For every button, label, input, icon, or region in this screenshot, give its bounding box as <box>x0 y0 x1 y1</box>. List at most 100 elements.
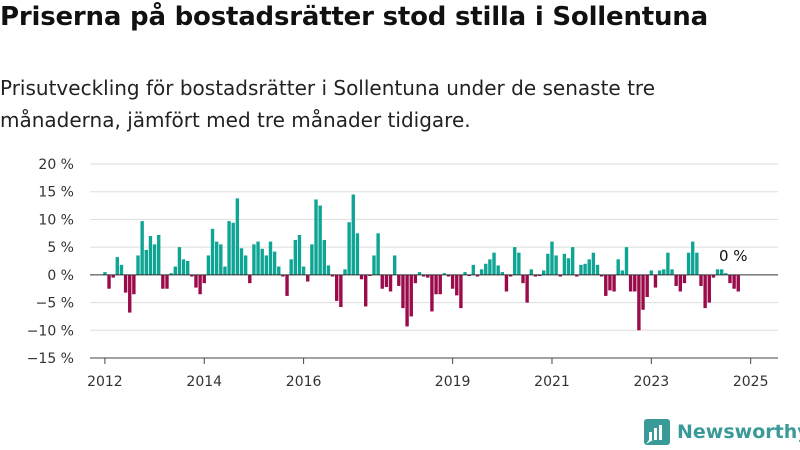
bar <box>521 274 525 284</box>
bar <box>181 259 186 275</box>
bar <box>264 255 269 275</box>
bar <box>202 274 206 284</box>
bar <box>384 274 389 288</box>
x-tick-label: 2014 <box>186 374 222 390</box>
bar <box>450 274 455 289</box>
x-tick-label: 2023 <box>634 374 670 390</box>
bar <box>239 248 244 275</box>
bar <box>152 244 157 275</box>
bar <box>537 274 542 276</box>
bar <box>119 264 124 275</box>
bar <box>417 272 422 275</box>
axis-layer: 20 % 15 % 10 % 5 % 0 % −5 % −10 % −15 % 2012 2014… <box>27 157 778 390</box>
bar <box>248 274 252 284</box>
bar <box>471 264 476 275</box>
brand-name: Newsworthy <box>677 421 800 443</box>
bar <box>214 241 219 275</box>
bar <box>173 266 177 275</box>
bar <box>210 228 215 275</box>
bar <box>140 221 144 275</box>
bar <box>513 247 517 275</box>
bar <box>235 198 240 275</box>
bar <box>715 269 720 275</box>
bar <box>169 273 173 275</box>
bar <box>653 274 658 288</box>
y-tick-label: 10 % <box>38 212 74 228</box>
y-tick-label: 0 % <box>47 268 74 284</box>
bar <box>670 269 674 275</box>
bar-chart-logo-icon <box>644 419 670 445</box>
bar <box>335 274 339 301</box>
bar <box>657 270 662 275</box>
y-tick-label: 15 % <box>38 185 74 201</box>
bar <box>707 274 711 303</box>
bar <box>297 234 302 275</box>
bar <box>219 244 223 275</box>
bar <box>533 274 538 277</box>
bar <box>732 274 736 289</box>
bar <box>128 274 132 313</box>
bar <box>434 274 438 295</box>
bar <box>504 274 509 292</box>
bar <box>413 274 418 284</box>
bar <box>223 266 227 275</box>
bar <box>666 252 670 275</box>
bar <box>699 274 703 286</box>
bar <box>484 263 488 275</box>
bar <box>285 274 289 296</box>
bar <box>115 257 120 275</box>
bar <box>198 274 202 295</box>
bar <box>355 233 360 275</box>
bar <box>301 266 306 275</box>
bar <box>326 265 331 275</box>
bar <box>372 255 376 275</box>
bar <box>177 247 182 275</box>
bar <box>674 274 678 286</box>
bar <box>554 255 558 275</box>
bar <box>583 263 587 275</box>
page-title: Priserna på bostadsrätter stod stilla i … <box>0 2 708 32</box>
bar <box>736 274 740 292</box>
bar <box>608 274 612 291</box>
bar <box>421 274 426 277</box>
bar <box>401 274 405 309</box>
bar <box>496 265 500 275</box>
bar <box>132 274 136 295</box>
bar <box>682 274 687 284</box>
bar <box>686 252 691 275</box>
bar <box>695 252 699 275</box>
bar <box>293 239 298 275</box>
bar <box>409 274 413 317</box>
page-subtitle: Prisutveckling för bostadsrätter i Solle… <box>0 76 655 132</box>
bar <box>243 255 248 275</box>
bar <box>397 274 401 286</box>
x-tick-label: 2019 <box>435 374 471 390</box>
bar <box>368 274 372 276</box>
bar <box>558 274 562 277</box>
bar <box>711 274 716 278</box>
bar <box>190 274 194 277</box>
annotation-label: 0 % <box>719 247 748 265</box>
bar <box>641 274 645 310</box>
bar <box>144 249 148 275</box>
bar <box>227 221 231 275</box>
y-tick-label: −15 % <box>27 351 74 367</box>
bar <box>637 274 641 331</box>
bar <box>459 274 463 309</box>
bar <box>620 270 625 275</box>
bar <box>157 234 161 275</box>
bar <box>525 274 529 303</box>
bar <box>575 274 579 277</box>
bar <box>426 274 430 278</box>
bar <box>322 239 326 275</box>
bar <box>388 274 393 292</box>
bar <box>314 199 318 275</box>
bar <box>616 259 620 275</box>
annotation-layer: 0 % <box>719 247 748 265</box>
bar <box>645 274 649 298</box>
bar <box>430 274 434 312</box>
bar <box>604 274 608 296</box>
bar <box>289 259 293 275</box>
bar <box>364 274 368 307</box>
bar <box>392 255 397 275</box>
